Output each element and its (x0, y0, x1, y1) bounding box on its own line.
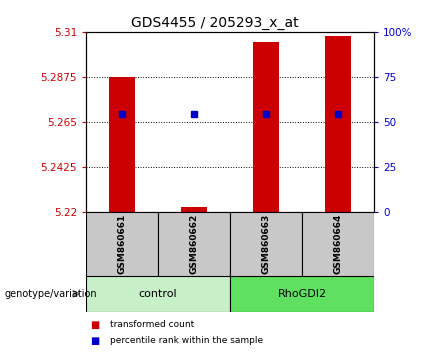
Bar (158, 212, 230, 276)
Text: GDS4455 / 205293_x_at: GDS4455 / 205293_x_at (131, 16, 299, 30)
Text: RhoGDI2: RhoGDI2 (277, 289, 327, 299)
Text: GSM860661: GSM860661 (117, 214, 126, 274)
Bar (253, 42, 279, 212)
Bar (181, 207, 207, 212)
Bar (230, 276, 374, 312)
Bar (86, 212, 158, 276)
Bar (326, 36, 351, 212)
Bar (230, 212, 302, 276)
Bar (302, 212, 374, 276)
Text: GSM860662: GSM860662 (190, 214, 199, 274)
Bar (86, 276, 230, 312)
Text: ■: ■ (90, 320, 100, 330)
Text: ■: ■ (90, 336, 100, 346)
Text: control: control (139, 289, 177, 299)
Text: GSM860664: GSM860664 (334, 214, 343, 274)
Text: percentile rank within the sample: percentile rank within the sample (110, 336, 263, 345)
Bar (109, 77, 135, 212)
Text: GSM860663: GSM860663 (261, 214, 270, 274)
Text: transformed count: transformed count (110, 320, 194, 330)
Text: genotype/variation: genotype/variation (4, 289, 97, 299)
